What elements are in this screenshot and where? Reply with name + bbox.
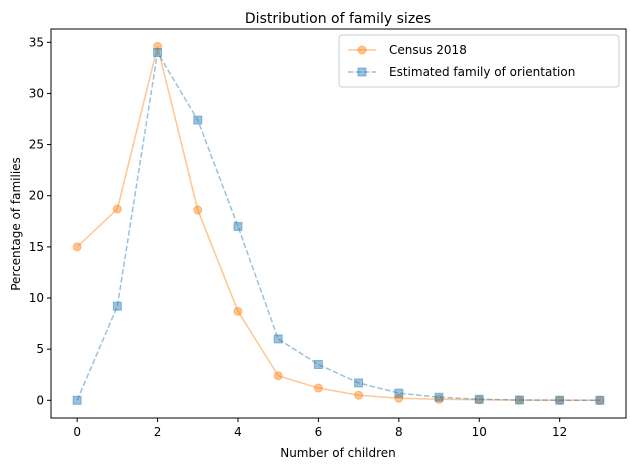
y-tick-label: 15 [29,240,44,254]
y-tick-label: 0 [36,393,44,407]
data-point [193,115,203,125]
data-point [273,371,283,381]
data-point [595,395,605,405]
y-tick-label: 30 [29,86,44,100]
data-point [434,392,444,402]
data-point [474,395,484,405]
data-point [354,378,364,388]
x-axis-label: Number of children [280,446,396,460]
legend: Census 2018 Estimated family of orientati… [338,34,620,88]
data-point [313,360,323,370]
series-line [76,46,600,402]
data-point [514,395,524,405]
data-point [193,205,203,215]
legend-marker [357,67,367,77]
data-point [112,301,122,311]
data-point [153,48,163,58]
y-tick-label: 25 [29,138,44,152]
x-tick-label: 8 [395,425,403,439]
data-point [233,221,243,231]
data-point [112,204,122,214]
data-point [153,41,163,51]
data-point [233,306,243,316]
data-point [72,242,82,252]
data-point [595,395,605,405]
data-point [72,395,82,405]
y-tick-label: 10 [29,291,44,305]
data-point [555,395,565,405]
legend-label: Census 2018 [389,43,467,57]
legend-label: Estimated family of orientation [389,65,575,79]
data-point [474,394,484,404]
x-tick-label: 2 [154,425,162,439]
data-point [354,390,364,400]
data-point [434,394,444,404]
data-point [273,334,283,344]
data-point [394,393,404,403]
data-point [514,395,524,405]
y-tick-label: 35 [29,35,44,49]
y-tick-label: 20 [29,189,44,203]
y-axis-label: Percentage of families [9,157,23,291]
series-line [76,50,600,402]
y-tick-label: 5 [36,342,44,356]
plot-frame [50,28,627,419]
x-tick-label: 10 [472,425,487,439]
legend-marker [357,45,367,55]
data-point [555,395,565,405]
plot-area [72,41,605,405]
x-tick-label: 0 [73,425,81,439]
data-point [313,383,323,393]
data-point [394,388,404,398]
x-tick-label: 6 [315,425,323,439]
x-tick-label: 4 [234,425,242,439]
x-tick-label: 12 [552,425,567,439]
legend-box [338,34,620,88]
chart-title: Distribution of family sizes [245,11,431,27]
